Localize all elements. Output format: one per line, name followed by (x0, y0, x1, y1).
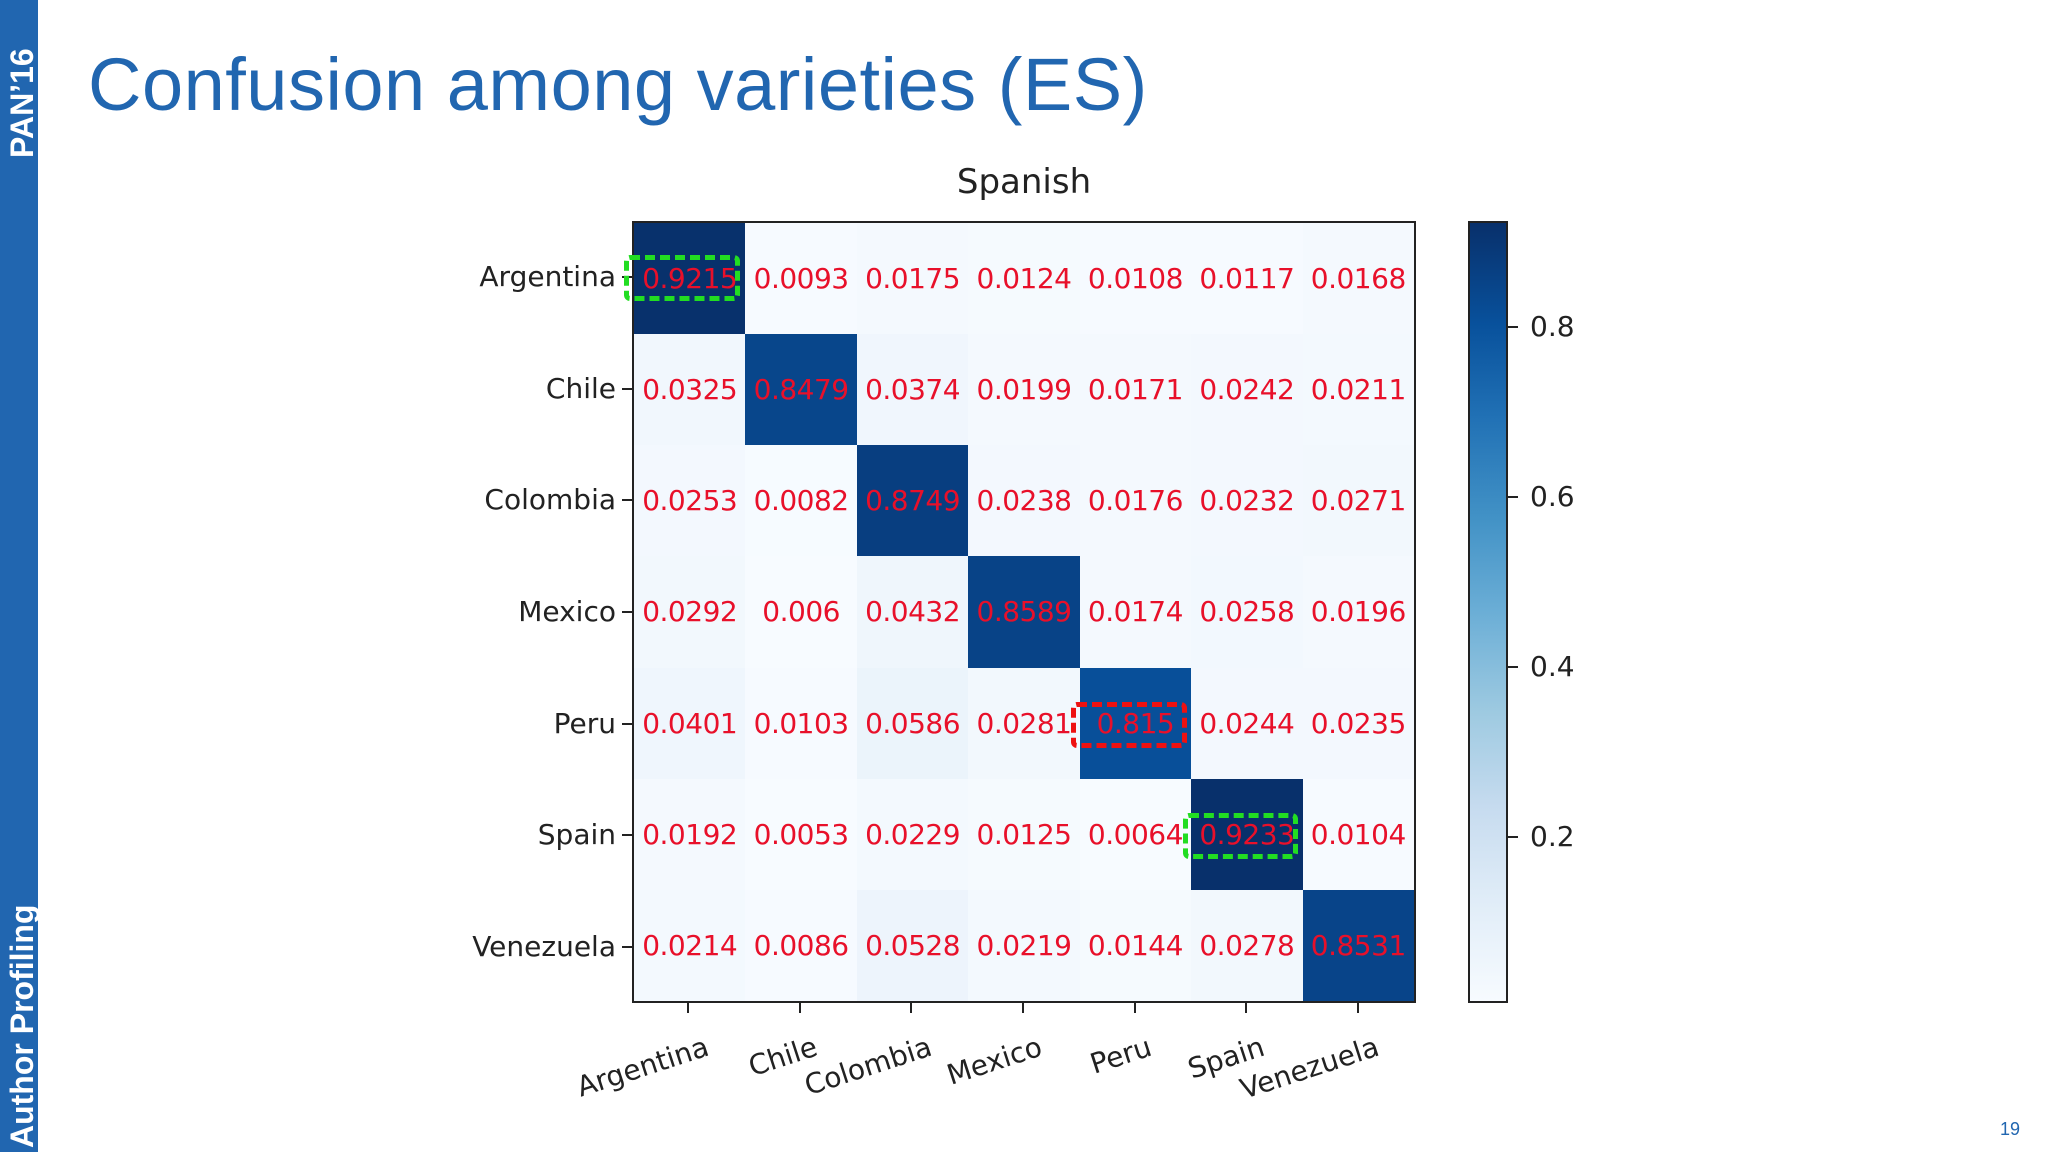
x-tick (910, 1003, 913, 1013)
matrix-cell: 0.0258 (1191, 556, 1303, 668)
colorbar-tick (1508, 665, 1518, 668)
y-axis-label: Peru (553, 706, 616, 740)
matrix-cell: 0.0278 (1191, 889, 1303, 1001)
confusion-matrix: 0.9215 0.0093 0.0175 0.0124 0.0108 0.0117 0.01… (632, 221, 1416, 1003)
matrix-cell: 0.0103 (745, 667, 857, 779)
matrix-cell: 0.0253 (634, 445, 746, 557)
matrix-cell: 0.0082 (745, 445, 857, 557)
matrix-cell: 0.0192 (634, 778, 746, 890)
y-tick (622, 275, 632, 278)
y-axis-label: Mexico (518, 595, 616, 628)
x-tick (1245, 1003, 1248, 1013)
matrix-cell: 0.0125 (968, 778, 1080, 890)
matrix-cell: 0.0144 (1079, 889, 1192, 1001)
matrix-cell: 0.0214 (634, 889, 746, 1001)
matrix-cell: 0.0064 (1079, 778, 1192, 890)
colorbar-tick-label: 0.4 (1530, 649, 1575, 683)
matrix-cell: 0.0211 (1302, 334, 1414, 446)
x-axis-label: Peru (1086, 1030, 1156, 1081)
y-tick (622, 946, 632, 949)
matrix-cell: 0.0124 (968, 223, 1080, 335)
x-axis-label: Mexico (942, 1030, 1046, 1092)
x-tick (1357, 1003, 1360, 1013)
matrix-cell: 0.0238 (968, 445, 1080, 557)
matrix-cell: 0.0586 (856, 667, 969, 779)
matrix-cell: 0.0401 (634, 667, 746, 779)
matrix-cell: 0.0271 (1302, 445, 1414, 557)
colorbar-tick-label: 0.8 (1530, 309, 1575, 343)
matrix-cell: 0.0325 (634, 334, 746, 446)
matrix-cell: 0.0117 (1191, 223, 1303, 335)
matrix-cell: 0.0219 (968, 889, 1080, 1001)
colorbar-tick-label: 0.6 (1530, 479, 1575, 513)
matrix-cell: 0.8589 (968, 556, 1080, 668)
y-axis-label: Chile (545, 371, 616, 405)
colorbar-tick (1508, 836, 1518, 839)
matrix-cell: 0.8531 (1302, 889, 1414, 1001)
y-tick (622, 611, 632, 613)
matrix-cell: 0.0244 (1191, 667, 1303, 779)
matrix-cell: 0.0168 (1302, 223, 1414, 335)
matrix-cell: 0.0108 (1079, 223, 1192, 335)
colorbar-tick (1508, 325, 1518, 328)
y-tick (622, 387, 632, 390)
x-axis-label: Argentina (572, 1030, 713, 1104)
matrix-cell: 0.9233 (1191, 778, 1303, 890)
x-tick (686, 1003, 689, 1013)
matrix-cell: 0.0199 (968, 334, 1080, 446)
matrix-cell: 0.0086 (745, 889, 857, 1001)
matrix-cell: 0.0292 (634, 556, 746, 668)
matrix-cell: 0.815 (1079, 667, 1192, 779)
slide-title: Confusion among varieties (ES) (88, 43, 1148, 126)
conference-label: PAN’16 (4, 48, 40, 158)
matrix-cell: 0.0176 (1079, 445, 1192, 557)
colorbar-tick (1508, 495, 1518, 498)
x-tick (1133, 1003, 1136, 1013)
matrix-cell: 0.0196 (1302, 556, 1414, 668)
matrix-cell: 0.8479 (745, 334, 857, 446)
y-axis-label: Colombia (484, 483, 616, 517)
matrix-cell: 0.0374 (856, 334, 969, 446)
matrix-cell: 0.0281 (968, 667, 1080, 779)
y-tick (622, 834, 632, 837)
chart-title: Spanish (956, 162, 1092, 202)
y-axis-label: Argentina (479, 259, 616, 293)
matrix-cell: 0.0432 (856, 556, 969, 668)
matrix-cell: 0.0053 (745, 778, 857, 890)
x-tick (1022, 1003, 1024, 1013)
colorbar-tick-label: 0.2 (1530, 820, 1575, 854)
x-axis-label: Colombia (800, 1030, 936, 1103)
matrix-cell: 0.0174 (1079, 556, 1192, 668)
matrix-cell: 0.0104 (1302, 778, 1414, 890)
y-tick (622, 722, 632, 725)
y-axis-label: Spain (537, 818, 616, 852)
matrix-cell: 0.8749 (856, 445, 969, 557)
matrix-cell: 0.0235 (1302, 667, 1414, 779)
y-axis-label: Venezuela (472, 930, 616, 964)
colorbar (1468, 221, 1508, 1003)
matrix-cell: 0.0229 (856, 778, 969, 890)
matrix-cell: 0.0175 (856, 223, 969, 335)
x-tick (798, 1003, 801, 1013)
matrix-cell: 0.0093 (745, 223, 857, 335)
page-number: 19 (1999, 1119, 2020, 1139)
matrix-cell: 0.0171 (1079, 334, 1192, 446)
matrix-cell: 0.0242 (1191, 334, 1303, 446)
y-tick (622, 499, 632, 502)
matrix-cell: 0.006 (745, 556, 857, 668)
matrix-cell: 0.9215 (634, 223, 746, 335)
matrix-cell: 0.0528 (856, 889, 969, 1001)
sidebar-band: PAN’16 Author Profiling (0, 0, 40, 1152)
matrix-cell: 0.0232 (1191, 445, 1303, 557)
track-label: Author Profiling (4, 904, 40, 1148)
